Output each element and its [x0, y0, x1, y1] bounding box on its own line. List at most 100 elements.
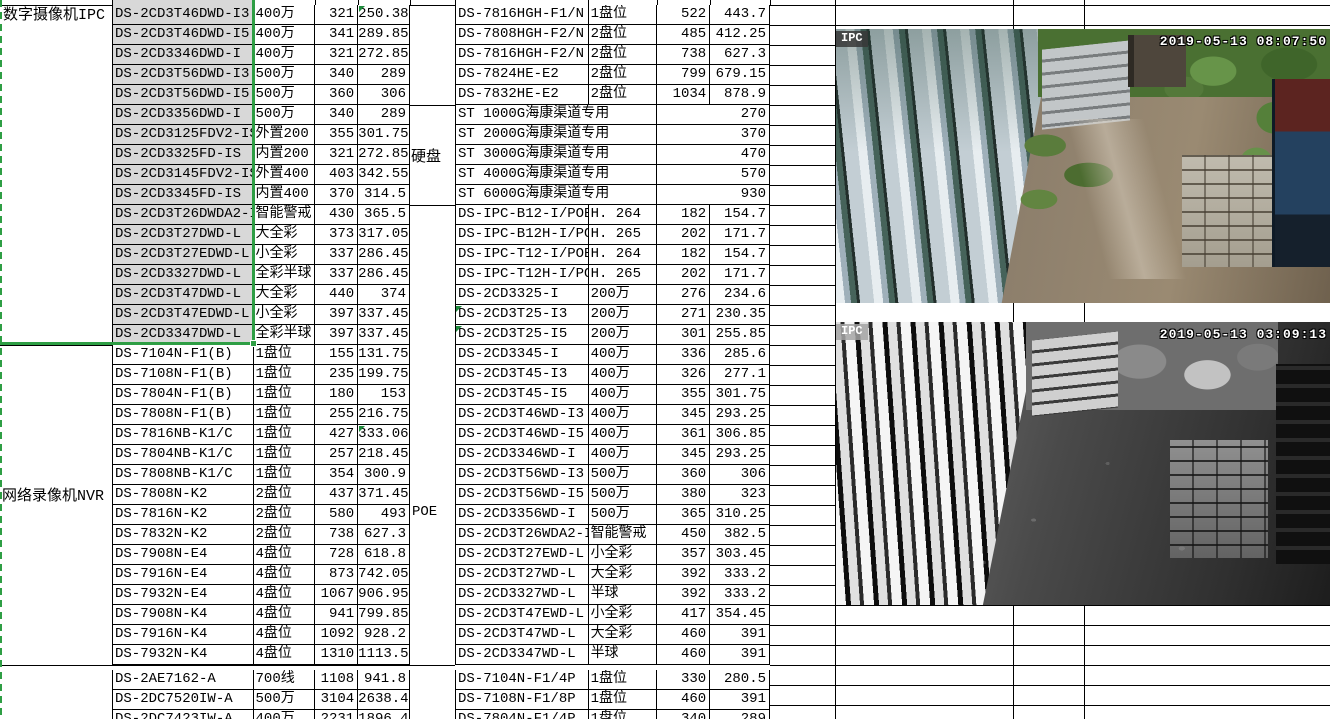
model-cell[interactable]: DS-7108N-F1(B) — [113, 365, 254, 384]
price-cell[interactable]: 370 — [315, 185, 359, 204]
price-cell[interactable]: 1092 — [315, 625, 359, 644]
model-cell[interactable]: DS-7832N-K2 — [113, 525, 254, 544]
model-cell[interactable]: DS-2CD3T45-I5 — [456, 385, 589, 404]
spec-cell[interactable]: 小全彩 — [254, 245, 316, 264]
model-cell[interactable]: DS-7104N-F1/4P — [456, 670, 589, 689]
model-cell[interactable]: DS-7804N-F1/4P — [456, 710, 589, 719]
model-cell[interactable]: DS-7108N-F1/8P — [456, 690, 589, 709]
spec-cell[interactable]: 1盘位 — [254, 425, 316, 444]
spec-cell[interactable]: 小全彩 — [589, 605, 658, 624]
discount-price-cell[interactable]: 337.45 — [358, 305, 410, 324]
price-cell[interactable]: 155 — [315, 345, 359, 364]
spec-cell[interactable]: 1盘位 — [589, 5, 658, 24]
spec-cell[interactable]: 2盘位 — [589, 85, 658, 104]
model-cell[interactable]: DS-IPC-B12-I/POE — [458, 205, 589, 224]
discount-price-cell[interactable]: 289 — [710, 710, 770, 719]
model-cell[interactable]: DS-7816HGH-F1/N — [456, 5, 589, 24]
spec-cell[interactable]: H. 264 — [589, 245, 658, 264]
spec-cell[interactable]: 200万 — [589, 325, 658, 344]
discount-price-cell[interactable]: 337.45 — [358, 325, 410, 344]
spec-cell[interactable]: 500万 — [589, 505, 658, 524]
spec-cell[interactable]: H. 264 — [589, 205, 658, 224]
discount-price-cell[interactable]: 878.9 — [710, 85, 770, 104]
model-cell[interactable]: DS-2CD3356DWD-I — [113, 105, 254, 124]
price-cell[interactable]: 392 — [657, 565, 711, 584]
model-cell[interactable]: DS-7832HE-E2 — [456, 85, 589, 104]
discount-price-cell[interactable]: 280.5 — [710, 670, 770, 689]
discount-price-cell[interactable]: 314.5 — [358, 185, 410, 204]
price-cell[interactable]: 337 — [315, 265, 359, 284]
price-cell[interactable]: 345 — [657, 445, 711, 464]
price-cell[interactable]: 360 — [315, 85, 359, 104]
spec-cell[interactable]: 1盘位 — [254, 365, 316, 384]
hdd-model-cell[interactable]: ST 2000G海康渠道专用 — [456, 125, 658, 144]
discount-price-cell[interactable]: 310.25 — [710, 505, 770, 524]
spec-cell[interactable]: 400万 — [589, 345, 658, 364]
spec-cell[interactable]: 半球 — [589, 645, 658, 664]
spec-cell[interactable]: 内置400 — [254, 185, 316, 204]
spec-cell[interactable]: 400万 — [589, 425, 658, 444]
model-cell[interactable]: DS-7816HGH-F2/N — [456, 45, 589, 64]
price-cell[interactable]: 380 — [657, 485, 711, 504]
spec-cell[interactable]: 2盘位 — [589, 65, 658, 84]
discount-price-cell[interactable]: 293.25 — [710, 445, 770, 464]
discount-price-cell[interactable]: 230.35 — [710, 305, 770, 324]
camera-feed-infrared[interactable]: IPC 2019-05-13 03:09:13 — [836, 322, 1330, 605]
discount-price-cell[interactable]: 301.75 — [358, 125, 410, 144]
hdd-model-cell[interactable]: ST 4000G海康渠道专用 — [456, 165, 658, 184]
spec-cell[interactable]: 1盘位 — [254, 405, 316, 424]
discount-price-cell[interactable]: 382.5 — [710, 525, 770, 544]
spec-cell[interactable]: 200万 — [589, 305, 658, 324]
model-cell[interactable]: DS-2CD3T27WD-L — [456, 565, 589, 584]
price-cell[interactable]: 330 — [657, 670, 711, 689]
spec-cell[interactable]: 1盘位 — [589, 710, 658, 719]
model-cell[interactable]: DS-2CD3T27EWD-L — [456, 545, 589, 564]
model-cell[interactable]: DS-2CD3T46WD-I3 — [456, 405, 589, 424]
discount-price-cell[interactable]: 679.15 — [710, 65, 770, 84]
model-cell[interactable]: DS-2CD3T56WD-I5 — [456, 485, 589, 504]
model-cell[interactable]: DS-2CD3T27EDWD-L — [113, 245, 254, 264]
discount-price-cell[interactable]: 154.7 — [710, 205, 770, 224]
model-cell[interactable]: DS-7932N-K4 — [113, 645, 254, 664]
price-cell[interactable]: 570 — [657, 165, 770, 184]
model-cell[interactable]: DS-IPC-T12-I/POE — [458, 245, 589, 264]
spec-cell[interactable]: 2盘位 — [254, 485, 316, 504]
model-cell[interactable]: DS-7816NB-K1/C — [113, 425, 254, 444]
discount-price-cell[interactable]: 218.45 — [358, 445, 410, 464]
camera-feed-color[interactable]: IPC 2019-05-13 08:07:50 — [836, 29, 1330, 303]
model-cell[interactable]: DS-7908N-E4 — [113, 545, 254, 564]
hdd-model-cell[interactable]: ST 6000G海康渠道专用 — [456, 185, 658, 204]
price-cell[interactable]: 301 — [657, 325, 711, 344]
model-cell[interactable]: DS-2CD3T47EWD-L — [456, 605, 589, 624]
model-cell[interactable]: DS-2CD3346DWD-I — [113, 45, 254, 64]
model-cell[interactable]: DS-7804N-F1(B) — [113, 385, 254, 404]
price-cell[interactable]: 340 — [315, 65, 359, 84]
discount-price-cell[interactable]: 306.85 — [710, 425, 770, 444]
model-cell[interactable]: DS-2CD3T26DWDA2-I — [113, 205, 254, 224]
price-cell[interactable]: 460 — [657, 645, 711, 664]
discount-price-cell[interactable]: 250.38 — [358, 5, 410, 24]
model-cell[interactable]: DS-7932N-E4 — [113, 585, 254, 604]
discount-price-cell[interactable]: 627.3 — [358, 525, 410, 544]
discount-price-cell[interactable]: 317.05 — [358, 225, 410, 244]
price-cell[interactable]: 182 — [657, 245, 711, 264]
model-cell[interactable]: DS-2DC7520IW-A — [113, 690, 254, 709]
spec-cell[interactable]: 1盘位 — [589, 690, 658, 709]
discount-price-cell[interactable]: 493 — [358, 505, 410, 524]
spec-cell[interactable]: 智能警戒 — [589, 525, 658, 544]
model-cell[interactable]: DS-2CD3T47EDWD-L — [113, 305, 254, 324]
model-cell[interactable]: DS-2CD3T47WD-L — [456, 625, 589, 644]
price-cell[interactable]: 321 — [315, 5, 359, 24]
spec-cell[interactable]: 1盘位 — [254, 445, 316, 464]
price-cell[interactable]: 373 — [315, 225, 359, 244]
price-cell[interactable]: 430 — [315, 205, 359, 224]
model-cell[interactable]: DS-7804NB-K1/C — [113, 445, 254, 464]
spec-cell[interactable]: 2盘位 — [589, 25, 658, 44]
price-cell[interactable]: 182 — [657, 205, 711, 224]
spec-cell[interactable]: 2盘位 — [254, 505, 316, 524]
model-cell[interactable]: DS-IPC-T12H-I/POE — [458, 265, 589, 284]
price-cell[interactable]: 270 — [657, 105, 770, 124]
price-cell[interactable]: 930 — [657, 185, 770, 204]
discount-price-cell[interactable]: 289 — [358, 105, 410, 124]
spec-cell[interactable]: 700线 — [254, 670, 316, 689]
